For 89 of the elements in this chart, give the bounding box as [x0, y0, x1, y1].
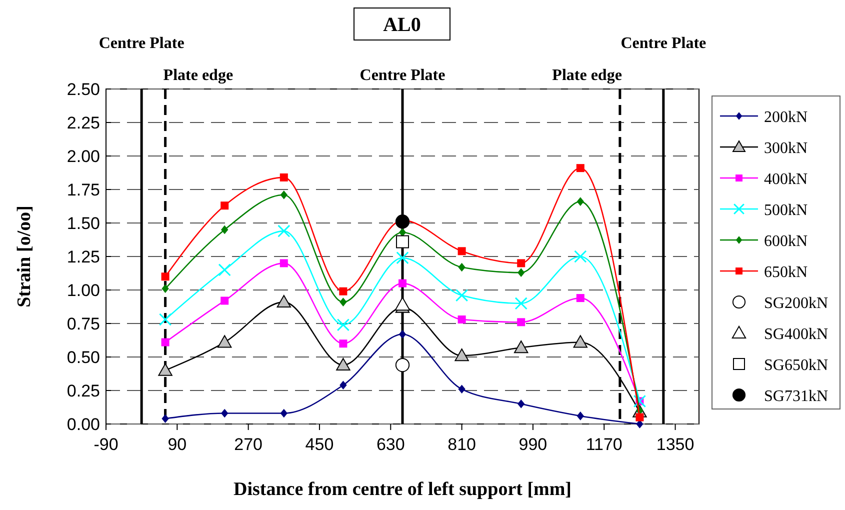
point: [339, 340, 348, 348]
point: [276, 294, 291, 308]
point: [455, 289, 468, 302]
point: [574, 250, 587, 263]
point: [158, 313, 172, 326]
legend-label: 500kN: [764, 202, 808, 219]
point: [340, 380, 347, 390]
point: [518, 400, 525, 408]
ref-line-label: Centre Plate: [98, 35, 184, 52]
point: [161, 272, 170, 281]
x-tick-label: 90: [168, 435, 187, 454]
point: [280, 190, 288, 200]
point: [576, 197, 584, 206]
point: [278, 224, 290, 238]
y-tick-label: 1.00: [66, 281, 100, 300]
legend-label: 650kN: [764, 264, 808, 281]
point: [458, 247, 466, 256]
point: [514, 340, 528, 354]
point: [517, 259, 526, 268]
point: [218, 264, 231, 276]
x-tick-label: 270: [234, 435, 263, 454]
y-tick-label: 1.75: [66, 180, 100, 200]
point: [162, 414, 169, 424]
y-tick-label: 1.50: [66, 214, 100, 233]
y-tick-label: 0.50: [66, 348, 100, 367]
y-tick-label: 1.25: [66, 248, 100, 266]
ref-line-label: Plate edge: [163, 67, 234, 84]
point: [398, 330, 406, 339]
y-axis-title: Strain [o/oo]: [14, 206, 35, 308]
point: [162, 284, 169, 294]
ref-line-label: Centre Plate: [360, 67, 446, 84]
y-tick-label: 2.50: [66, 80, 100, 99]
x-tick-label: 1170: [586, 435, 622, 454]
y-tick-label: 0.75: [66, 314, 100, 334]
legend-label: 200kN: [764, 109, 808, 126]
point: [514, 297, 528, 310]
ref-line-label: Plate edge: [552, 67, 622, 84]
point: [396, 251, 409, 264]
point: [280, 259, 288, 268]
point: [395, 358, 410, 372]
point: [518, 268, 525, 277]
x-tick-label: 1350: [656, 435, 694, 454]
chart-title: AL0: [383, 14, 421, 36]
legend-label: SG650kN: [764, 357, 828, 374]
point: [221, 408, 228, 418]
point: [458, 384, 466, 394]
point: [576, 294, 584, 302]
point: [394, 297, 410, 311]
x-axis-title: Distance from centre of left support [mm]: [233, 479, 572, 500]
point: [220, 296, 229, 305]
point: [398, 279, 406, 288]
y-tick-label: 0.00: [66, 415, 100, 434]
point: [340, 298, 347, 306]
point: [336, 318, 350, 332]
legend-label: SG400kN: [764, 326, 828, 343]
point: [280, 173, 288, 182]
point: [336, 358, 350, 370]
point: [158, 363, 172, 376]
x-tick-label: -90: [94, 435, 118, 454]
point: [636, 413, 644, 422]
x-tick-label: 810: [448, 435, 476, 454]
point: [633, 394, 646, 408]
x-tick-label: 630: [376, 435, 405, 454]
point: [576, 164, 584, 172]
point: [220, 202, 229, 210]
point: [454, 348, 469, 362]
y-tick-label: 2.25: [66, 114, 100, 132]
point: [339, 287, 348, 296]
x-tick-label: 450: [305, 435, 334, 454]
point: [280, 408, 288, 418]
point: [458, 262, 466, 272]
y-tick-label: 2.00: [66, 147, 100, 166]
point: [517, 318, 526, 326]
point: [458, 315, 466, 324]
legend-label: SG200kN: [764, 295, 828, 312]
point: [161, 338, 170, 346]
point: [395, 214, 410, 229]
point: [573, 335, 588, 348]
legend-label: 300kN: [764, 140, 808, 157]
legend-label: SG731kN: [764, 388, 828, 405]
legend-label: 400kN: [764, 171, 808, 188]
point: [218, 335, 232, 348]
point: [221, 225, 228, 234]
point: [576, 412, 584, 420]
legend-label: 600kN: [764, 233, 808, 250]
y-tick-label: 0.25: [66, 382, 100, 400]
ref-line-label: Centre Plate: [620, 35, 706, 52]
point: [396, 235, 409, 248]
x-tick-label: 990: [518, 435, 548, 454]
